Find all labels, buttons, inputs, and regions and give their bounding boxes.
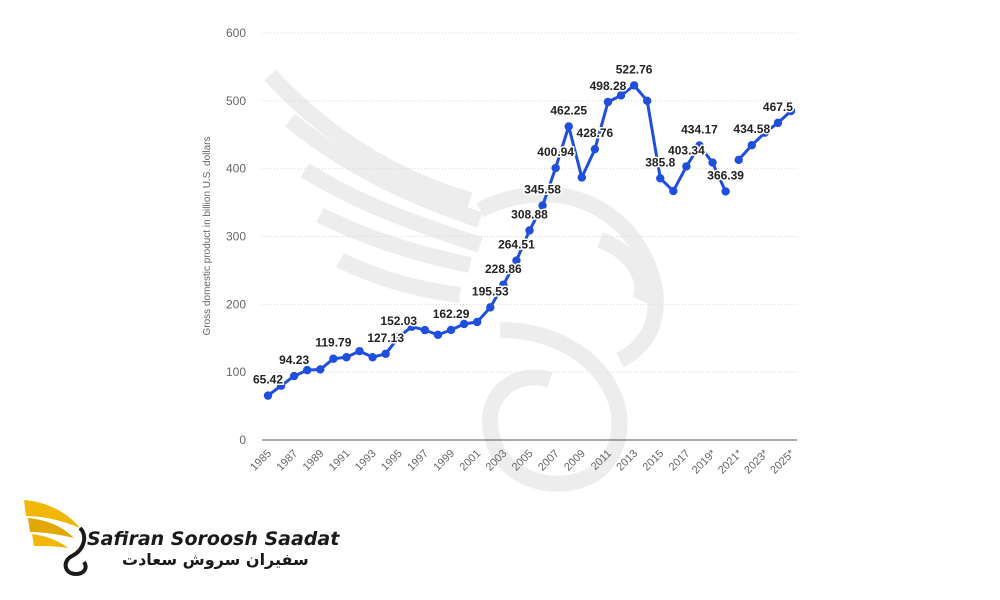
y-tick-label: 200 (226, 297, 246, 311)
data-label: 434.17 (681, 122, 718, 136)
data-point (303, 365, 312, 375)
data-label: 308.88 (511, 207, 548, 221)
data-point (773, 118, 783, 128)
data-point (682, 162, 691, 171)
y-tick-label: 300 (226, 230, 246, 244)
logo-name-persian: سفیران سروش سعادت (122, 550, 309, 569)
x-tick-label: 2025* (768, 447, 797, 476)
data-point (342, 353, 351, 362)
data-point (538, 201, 547, 210)
data-point (721, 187, 730, 196)
data-point (747, 141, 756, 150)
y-tick-label: 500 (226, 94, 246, 108)
data-point (656, 174, 665, 183)
data-point (473, 317, 482, 327)
data-point (669, 186, 678, 196)
bird-watermark (264, 69, 664, 492)
x-tick-label: 1995 (379, 448, 405, 474)
data-label: 428.76 (577, 126, 614, 140)
x-tick-label: 2023* (742, 447, 771, 476)
x-tick-label: 2017 (667, 448, 693, 474)
y-tick-label: 0 (239, 433, 246, 447)
data-label: 264.51 (498, 238, 535, 252)
data-label: 522.76 (616, 62, 653, 76)
data-point (603, 97, 613, 107)
data-point (577, 173, 586, 182)
data-label: 162.29 (433, 307, 470, 321)
data-point (760, 128, 770, 137)
data-label: 119.79 (315, 336, 351, 350)
data-point (368, 353, 377, 362)
data-point (394, 332, 403, 342)
x-tick-label: 1993 (353, 448, 379, 474)
data-point (433, 330, 443, 340)
data-label: 195.53 (472, 284, 509, 298)
x-tick-label: 1987 (274, 448, 300, 474)
data-label: 467.5 (763, 100, 793, 114)
data-point (551, 163, 560, 173)
data-point (289, 371, 299, 381)
data-point (499, 280, 508, 289)
data-point (708, 158, 717, 167)
data-label: 403.34 (668, 143, 705, 157)
data-point (695, 141, 704, 150)
data-label: 94.23 (279, 353, 309, 367)
x-tick-label: 2001 (458, 448, 484, 474)
data-label: 498.28 (590, 79, 627, 93)
data-point (316, 365, 325, 374)
x-tick-label: 1999 (431, 448, 457, 474)
data-point (276, 381, 286, 390)
x-tick-label: 2007 (536, 448, 562, 474)
logo-name-english: Safiran Soroosh Saadat (87, 528, 340, 550)
x-tick-label: 1997 (405, 448, 431, 474)
data-label: 152.03 (380, 314, 417, 328)
data-label: 228.86 (485, 262, 522, 276)
data-point (786, 106, 796, 116)
data-label: 366.39 (707, 168, 744, 182)
logo-wing-icon (24, 500, 88, 577)
data-point (616, 91, 626, 100)
x-tick-label: 2019* (690, 447, 719, 476)
data-point (263, 391, 273, 400)
data-point (525, 226, 534, 235)
y-tick-label: 400 (226, 162, 246, 176)
company-logo: Safiran Soroosh Saadat سفیران سروش سعادت (22, 490, 339, 580)
data-label: 127.13 (367, 331, 404, 345)
data-label: 345.58 (524, 183, 561, 197)
data-point (407, 322, 417, 331)
x-tick-label: 1989 (301, 448, 327, 474)
data-label: 434.58 (733, 122, 770, 136)
x-tick-label: 1991 (327, 448, 353, 474)
data-point (420, 325, 430, 335)
data-point (590, 144, 600, 154)
y-tick-label: 600 (226, 26, 246, 40)
data-point (355, 346, 364, 356)
data-label: 385.8 (645, 155, 675, 169)
data-label: 462.25 (550, 103, 587, 117)
x-tick-label: 1985 (248, 448, 274, 474)
x-tick-label: 2021* (716, 447, 745, 476)
data-point (381, 349, 390, 358)
data-point (329, 354, 338, 363)
data-point (642, 96, 652, 106)
data-point (734, 155, 743, 165)
y-tick-label: 100 (226, 365, 246, 379)
data-point (446, 325, 456, 335)
data-label: 65.42 (253, 373, 283, 387)
data-point (629, 81, 639, 90)
x-tick-label: 2009 (562, 448, 588, 474)
y-axis-label: Gross domestic product in billion U.S. d… (202, 137, 213, 336)
data-label: 400.94 (537, 145, 574, 159)
data-point (564, 122, 573, 131)
data-point (459, 319, 469, 329)
data-point (486, 303, 495, 312)
x-tick-label: 2015 (641, 448, 667, 474)
data-point (512, 256, 521, 265)
